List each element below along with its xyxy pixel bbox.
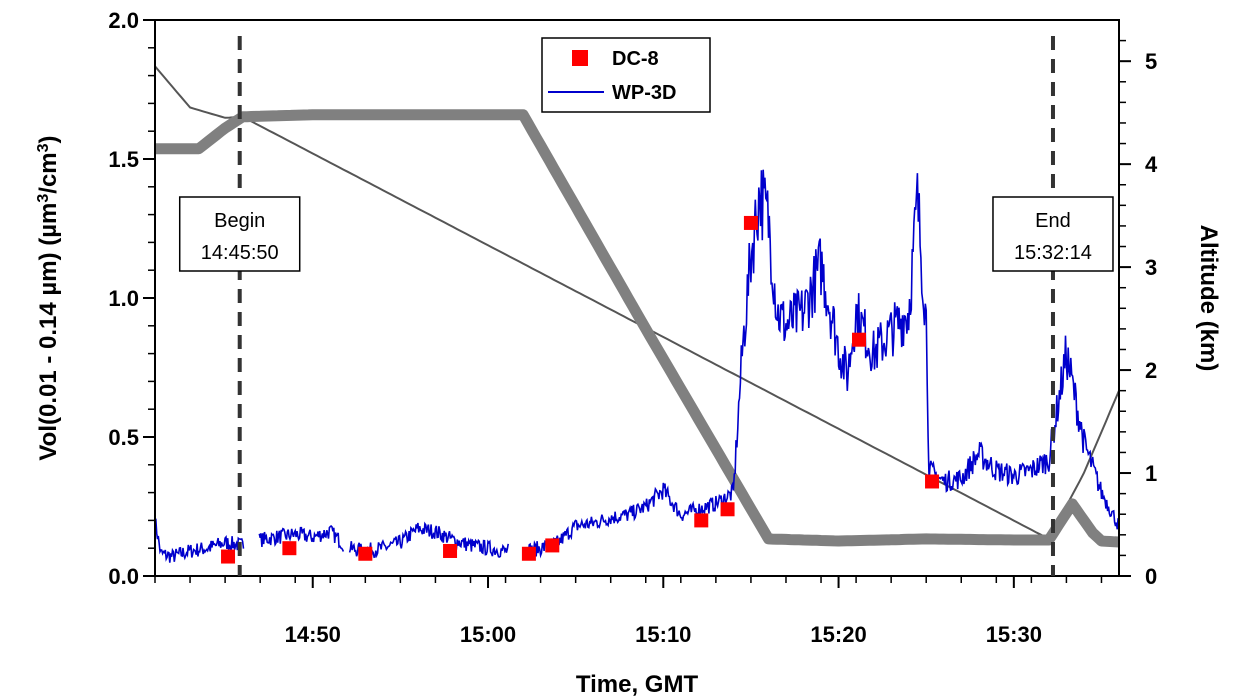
x-tick-label-2: 15:10 xyxy=(635,622,691,647)
y-right-tick-label-1: 1 xyxy=(1145,461,1157,486)
y-right-tick-label-2: 2 xyxy=(1145,358,1157,383)
dc8-point-2 xyxy=(358,546,373,561)
dc8-point-10 xyxy=(925,474,940,489)
annotation-label-begin: Begin xyxy=(214,210,265,232)
x-tick-label-0: 14:50 xyxy=(285,622,341,647)
dc8-point-4 xyxy=(521,546,536,561)
y-left-title-post: ) xyxy=(35,135,62,143)
legend-label-1: WP-3D xyxy=(612,82,676,104)
y-left-tick-label-0: 0.0 xyxy=(108,564,139,589)
x-axis-title: Time, GMT xyxy=(576,671,699,698)
legend-marker-dc8 xyxy=(572,50,588,66)
y-right-tick-label-0: 0 xyxy=(1145,564,1157,589)
y-right-tick-label-4: 4 xyxy=(1145,152,1158,177)
wp3d-line xyxy=(155,169,1119,563)
y-left-tick-label-4: 2.0 xyxy=(108,8,139,33)
y-left-title-sup1: 3 xyxy=(35,194,52,203)
y-axis-left-title: Vol(0.01 - 0.14 µm) (µm3/cm3) xyxy=(35,135,63,460)
annotation-time-begin: 14:45:50 xyxy=(201,242,279,264)
dc8-point-9 xyxy=(852,332,867,347)
y-right-tick-label-5: 5 xyxy=(1145,49,1157,74)
legend-box xyxy=(541,37,711,113)
dc8-point-7 xyxy=(720,502,735,517)
legend-label-0: DC-8 xyxy=(612,48,659,70)
y-left-title-mid: /cm xyxy=(35,152,62,193)
x-tick-label-1: 15:00 xyxy=(460,622,516,647)
y-left-tick-label-1: 0.5 xyxy=(108,425,139,450)
annotation-label-end: End xyxy=(1035,210,1071,232)
y-axis-right-title: Altitude (km) xyxy=(1195,225,1222,372)
dc8-point-6 xyxy=(694,513,709,528)
y-right-tick-label-3: 3 xyxy=(1145,255,1157,280)
y-left-tick-label-2: 1.0 xyxy=(108,286,139,311)
x-tick-label-3: 15:20 xyxy=(810,622,866,647)
annotation-time-end: 15:32:14 xyxy=(1014,242,1092,264)
dc8-point-5 xyxy=(545,538,560,553)
dc8-point-1 xyxy=(282,541,297,556)
dc8-point-8 xyxy=(743,215,758,230)
dc8-point-3 xyxy=(443,543,458,558)
x-tick-label-4: 15:30 xyxy=(986,622,1042,647)
dc8-altitude-line xyxy=(155,109,1119,548)
y-left-title-sup2: 3 xyxy=(35,143,52,152)
dc8-point-0 xyxy=(221,549,236,564)
annotation-box-begin xyxy=(178,196,301,272)
y-left-tick-label-3: 1.5 xyxy=(108,147,139,172)
y-left-title-pre: Vol(0.01 - 0.14 µm) (µm xyxy=(35,203,62,461)
annotation-box-end xyxy=(992,196,1114,272)
